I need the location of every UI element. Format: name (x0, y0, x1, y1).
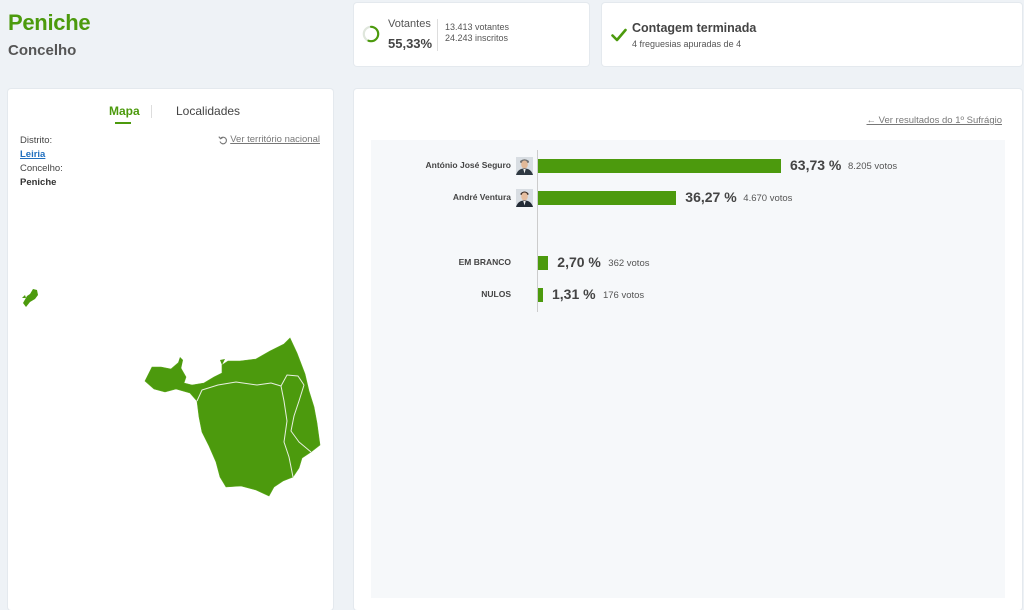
other-votes-row: NULOS 1,31 % 176 votos (354, 286, 1022, 304)
candidate-name: António José Seguro (425, 160, 511, 170)
municipality-parishes[interactable] (144, 337, 321, 497)
other-vote-label: NULOS (481, 289, 511, 299)
national-territory-link-label: Ver território nacional (230, 134, 320, 145)
candidate-row: André Ventura 36,27 % 4.670 votos (354, 189, 1022, 207)
progress-ring-icon (362, 25, 380, 43)
vote-share-bar (538, 191, 677, 205)
vote-percent: 1,31 % (551, 286, 596, 302)
results-panel: ← Ver resultados do 1º Sufrágio António … (354, 89, 1022, 610)
registered-count: 24.243 inscritos (445, 33, 509, 43)
vote-percent: 2,70 % (557, 254, 601, 270)
tab-divider (151, 105, 152, 118)
voters-count: 13.413 votantes (445, 22, 510, 32)
other-votes-row: EM BRANCO 2,70 % 362 votos (354, 254, 1022, 272)
count-status-card: Contagem terminada 4 freguesias apuradas… (602, 3, 1022, 66)
active-tab-indicator (115, 122, 131, 124)
vote-count: 362 votos (608, 258, 650, 269)
map-tabs: Mapa Localidades (8, 103, 333, 127)
checkmark-icon (611, 28, 627, 42)
candidate-avatar-icon (516, 189, 533, 207)
turnout-label: Votantes (388, 18, 431, 30)
vote-percent: 36,27 % (685, 189, 737, 205)
results-chart-area (371, 140, 1005, 598)
distrito-label: Distrito: (20, 135, 53, 146)
turnout-percent: 55,33% (388, 36, 433, 51)
page-title: Peniche (8, 10, 91, 35)
vote-count: 8.205 votos (848, 161, 898, 172)
parish-borders (196, 374, 312, 478)
vote-share-bar (538, 159, 781, 173)
page-header: Peniche Concelho (8, 10, 91, 59)
candidate-name: André Ventura (452, 192, 511, 202)
national-territory-link[interactable]: Ver território nacional (218, 134, 320, 145)
vote-share-bar (538, 256, 549, 270)
municipality-map (22, 289, 321, 497)
chart-axis (537, 150, 538, 312)
count-status-title: Contagem terminada (632, 21, 757, 35)
vote-count: 176 votos (602, 290, 645, 301)
tab-map[interactable]: Mapa (109, 104, 140, 118)
other-vote-label: EM BRANCO (458, 257, 511, 267)
berlengas-islands[interactable] (22, 289, 38, 307)
tab-localities[interactable]: Localidades (176, 104, 241, 118)
divider (437, 19, 438, 51)
vote-share-bar (538, 288, 543, 302)
page-subtitle: Concelho (8, 42, 77, 59)
previous-round-link[interactable]: ← Ver resultados do 1º Sufrágio (866, 115, 1003, 126)
candidate-row: António José Seguro 63,73 % 8.205 votos (354, 157, 1022, 175)
concelho-value: Peniche (20, 177, 57, 188)
map-panel: Mapa Localidades Distrito: Leiria Concel… (8, 89, 333, 610)
distrito-link[interactable]: Leiria (20, 149, 46, 160)
candidate-avatar-icon (516, 157, 533, 175)
vote-count: 4.670 votos (743, 193, 793, 204)
vote-percent: 63,73 % (790, 157, 842, 173)
concelho-label: Concelho: (20, 163, 63, 174)
turnout-card: Votantes 55,33% 13.413 votantes 24.243 i… (354, 3, 589, 66)
count-status-subtitle: 4 freguesias apuradas de 4 (632, 39, 742, 49)
undo-icon (218, 135, 228, 144)
